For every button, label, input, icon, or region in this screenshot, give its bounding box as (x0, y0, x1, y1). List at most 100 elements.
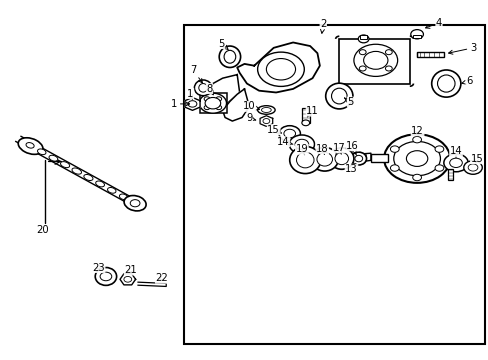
Circle shape (410, 30, 423, 39)
Polygon shape (237, 42, 319, 93)
Text: 15: 15 (469, 154, 482, 163)
Bar (412, 35, 421, 38)
Circle shape (257, 52, 304, 86)
Polygon shape (207, 75, 239, 107)
Ellipse shape (279, 126, 300, 141)
Circle shape (449, 158, 461, 167)
Ellipse shape (296, 152, 313, 168)
Text: 1: 1 (170, 99, 189, 109)
Ellipse shape (194, 80, 211, 96)
Bar (370, 154, 387, 162)
Ellipse shape (463, 161, 481, 174)
Ellipse shape (83, 175, 93, 180)
Ellipse shape (316, 153, 332, 166)
Text: 20: 20 (36, 225, 49, 235)
Text: 15: 15 (267, 125, 281, 135)
Text: 10: 10 (243, 102, 259, 111)
Ellipse shape (72, 168, 81, 174)
Ellipse shape (257, 106, 275, 114)
Ellipse shape (334, 153, 348, 165)
Circle shape (203, 105, 209, 110)
Circle shape (406, 151, 427, 166)
Ellipse shape (261, 108, 271, 112)
Ellipse shape (431, 70, 460, 97)
Text: 16: 16 (346, 141, 358, 154)
Text: 13: 13 (345, 163, 357, 174)
Bar (360, 35, 366, 39)
Circle shape (363, 51, 387, 69)
Circle shape (434, 146, 443, 152)
Circle shape (204, 98, 220, 109)
Circle shape (100, 272, 112, 281)
Ellipse shape (199, 84, 207, 92)
Circle shape (284, 129, 295, 138)
Circle shape (389, 165, 398, 171)
Text: 2: 2 (320, 18, 326, 33)
Circle shape (434, 165, 443, 171)
Circle shape (215, 97, 221, 101)
Text: 5: 5 (344, 97, 353, 107)
Text: 8: 8 (206, 84, 213, 95)
Ellipse shape (95, 267, 116, 285)
Circle shape (263, 118, 269, 123)
Polygon shape (138, 282, 166, 287)
Text: 1: 1 (187, 89, 193, 99)
Circle shape (266, 59, 295, 80)
Ellipse shape (325, 83, 352, 109)
Circle shape (412, 174, 421, 181)
Polygon shape (120, 274, 135, 285)
Bar (447, 168, 452, 180)
Circle shape (385, 66, 391, 71)
Ellipse shape (61, 162, 69, 168)
Text: 14: 14 (449, 147, 461, 157)
Ellipse shape (124, 195, 146, 211)
Text: 17: 17 (332, 143, 345, 154)
Circle shape (393, 141, 440, 176)
Ellipse shape (224, 50, 235, 63)
Circle shape (412, 136, 421, 143)
Bar (200, 93, 226, 113)
Text: 6: 6 (461, 76, 471, 86)
Circle shape (359, 66, 366, 71)
Circle shape (188, 101, 197, 107)
Ellipse shape (437, 75, 454, 92)
Ellipse shape (289, 147, 320, 174)
Text: 18: 18 (315, 144, 328, 154)
Ellipse shape (329, 148, 353, 169)
Bar (339, 39, 409, 84)
Ellipse shape (350, 152, 366, 165)
Ellipse shape (288, 135, 314, 154)
Bar (183, 24, 484, 344)
Text: 7: 7 (190, 65, 202, 83)
Text: 19: 19 (295, 144, 307, 155)
Text: 9: 9 (245, 113, 255, 123)
Ellipse shape (354, 156, 362, 162)
Text: 3: 3 (447, 43, 475, 54)
Ellipse shape (119, 194, 127, 199)
Circle shape (203, 97, 209, 101)
Text: 23: 23 (92, 262, 105, 273)
Ellipse shape (310, 148, 338, 171)
Ellipse shape (18, 138, 43, 154)
Text: 14: 14 (277, 137, 292, 147)
Ellipse shape (331, 88, 346, 104)
Circle shape (130, 200, 140, 207)
Text: 12: 12 (410, 126, 423, 136)
Polygon shape (260, 116, 272, 126)
Circle shape (359, 50, 366, 55)
Circle shape (294, 139, 308, 149)
Ellipse shape (443, 154, 467, 172)
Ellipse shape (96, 181, 104, 187)
Circle shape (301, 120, 309, 126)
Text: 11: 11 (305, 106, 318, 117)
Text: 22: 22 (155, 273, 168, 283)
Ellipse shape (26, 143, 34, 148)
Ellipse shape (107, 188, 116, 193)
Circle shape (199, 93, 226, 113)
Ellipse shape (49, 155, 58, 161)
Circle shape (123, 276, 131, 282)
Text: 21: 21 (124, 265, 137, 275)
Circle shape (215, 105, 221, 110)
Polygon shape (222, 89, 249, 121)
Circle shape (467, 164, 477, 171)
